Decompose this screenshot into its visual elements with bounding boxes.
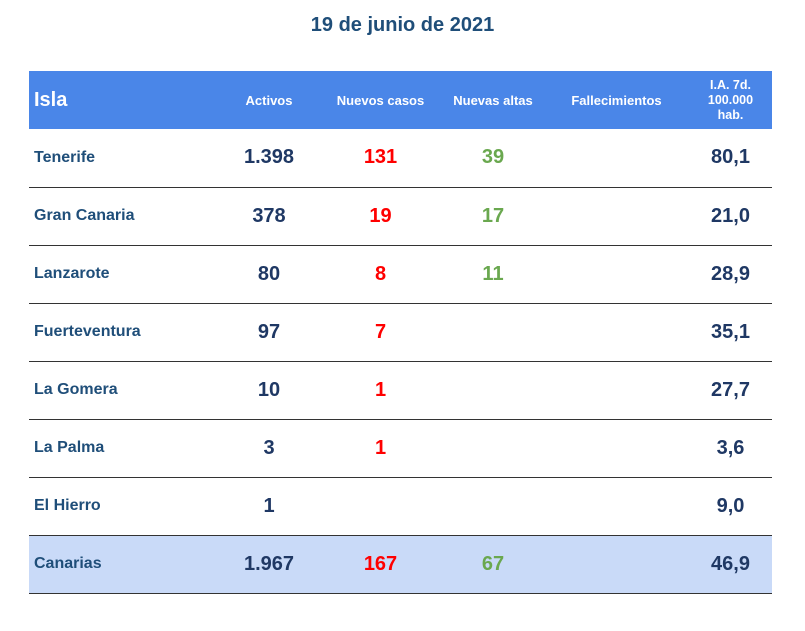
nuevas-altas-cell: 17 bbox=[481, 204, 505, 227]
nuevos-casos-cell bbox=[319, 477, 442, 535]
isla-cell: La Palma bbox=[34, 439, 105, 456]
header-isla: Isla bbox=[34, 88, 68, 111]
total-ia-cell: 46,9 bbox=[711, 552, 750, 575]
nuevos-casos-cell: 7 bbox=[374, 320, 387, 343]
table-row: Fuerteventura 97 7 35,1 bbox=[29, 303, 772, 361]
total-nuevos-casos-cell: 167 bbox=[363, 552, 398, 575]
activos-cell: 378 bbox=[252, 204, 286, 227]
fallecimientos-cell bbox=[544, 187, 689, 245]
nuevos-casos-cell: 1 bbox=[374, 436, 387, 459]
header-ia-line3: hab. bbox=[717, 107, 744, 122]
activos-cell: 3 bbox=[263, 436, 275, 459]
activos-cell: 10 bbox=[257, 378, 281, 401]
header-activos: Activos bbox=[245, 92, 293, 108]
table-row: La Gomera 10 1 27,7 bbox=[29, 361, 772, 419]
nuevas-altas-cell bbox=[442, 361, 544, 419]
ia-cell: 21,0 bbox=[711, 204, 750, 227]
isla-cell: La Gomera bbox=[34, 381, 118, 398]
covid-table: Isla Activos Nuevos casos Nuevas altas F… bbox=[29, 71, 772, 594]
header-fallecimientos: Fallecimientos bbox=[571, 92, 662, 108]
ia-cell: 35,1 bbox=[711, 320, 750, 343]
nuevos-casos-cell: 8 bbox=[374, 262, 387, 285]
activos-cell: 80 bbox=[257, 262, 281, 285]
ia-cell: 28,9 bbox=[711, 262, 750, 285]
table-row: Gran Canaria 378 19 17 21,0 bbox=[29, 187, 772, 245]
fallecimientos-cell bbox=[544, 477, 689, 535]
table-row: La Palma 3 1 3,6 bbox=[29, 419, 772, 477]
isla-cell: Fuerteventura bbox=[34, 323, 141, 340]
nuevas-altas-cell bbox=[442, 303, 544, 361]
fallecimientos-cell bbox=[544, 361, 689, 419]
total-row: Canarias 1.967 167 67 46,9 bbox=[29, 535, 772, 593]
nuevas-altas-cell: 11 bbox=[482, 262, 504, 285]
page-title: 19 de junio de 2021 bbox=[310, 14, 495, 36]
ia-cell: 9,0 bbox=[716, 494, 745, 517]
activos-cell: 1.398 bbox=[243, 146, 295, 169]
activos-cell: 97 bbox=[257, 320, 281, 343]
header-nuevos-casos: Nuevos casos bbox=[336, 92, 425, 108]
nuevos-casos-cell: 19 bbox=[369, 204, 392, 227]
total-isla-cell: Canarias bbox=[34, 555, 102, 572]
isla-cell: Lanzarote bbox=[34, 265, 110, 282]
fallecimientos-cell bbox=[544, 303, 689, 361]
header-ia-line2: 100.000 bbox=[707, 92, 754, 107]
nuevas-altas-cell bbox=[442, 419, 544, 477]
table-row: El Hierro 1 9,0 bbox=[29, 477, 772, 535]
total-nuevas-altas-cell: 67 bbox=[481, 552, 505, 575]
header-nuevas-altas: Nuevas altas bbox=[453, 92, 533, 108]
nuevos-casos-cell: 131 bbox=[363, 146, 398, 169]
ia-cell: 80,1 bbox=[711, 146, 750, 169]
total-activos-cell: 1.967 bbox=[243, 552, 295, 575]
table-row: Lanzarote 80 8 11 28,9 bbox=[29, 245, 772, 303]
total-fallecimientos-cell bbox=[544, 535, 689, 593]
fallecimientos-cell bbox=[544, 419, 689, 477]
fallecimientos-cell bbox=[544, 245, 689, 303]
ia-cell: 3,6 bbox=[716, 436, 745, 459]
nuevas-altas-cell bbox=[442, 477, 544, 535]
isla-cell: Gran Canaria bbox=[34, 207, 135, 224]
table-row: Tenerife 1.398 131 39 80,1 bbox=[29, 129, 772, 187]
header-ia-line1: I.A. 7d. bbox=[710, 77, 751, 92]
nuevas-altas-cell: 39 bbox=[481, 146, 505, 169]
isla-cell: Tenerife bbox=[34, 148, 96, 166]
nuevos-casos-cell: 1 bbox=[374, 378, 387, 401]
header-ia: I.A. 7d. 100.000 hab. bbox=[689, 71, 772, 129]
activos-cell: 1 bbox=[263, 494, 275, 517]
fallecimientos-cell bbox=[544, 129, 689, 187]
isla-cell: El Hierro bbox=[34, 497, 101, 514]
table-header-row: Isla Activos Nuevos casos Nuevas altas F… bbox=[29, 71, 772, 129]
ia-cell: 27,7 bbox=[711, 378, 750, 401]
